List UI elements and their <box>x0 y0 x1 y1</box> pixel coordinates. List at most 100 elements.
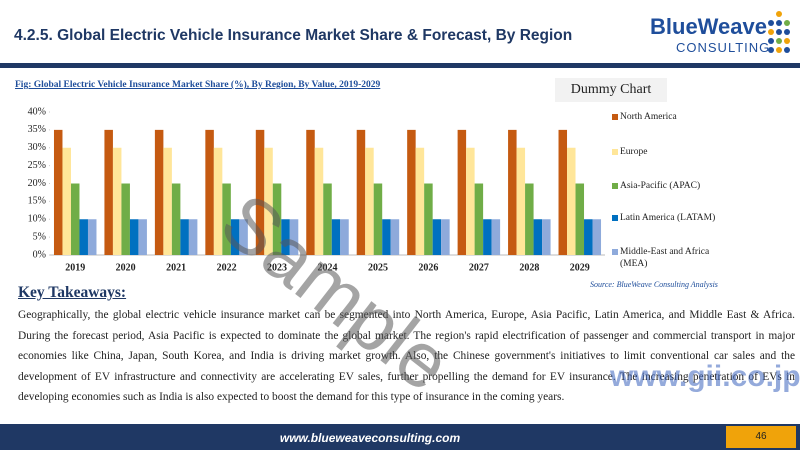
bar <box>466 147 475 255</box>
x-tick-label: 2025 <box>368 262 388 273</box>
legend-item: Middle-East and Africa (MEA) <box>612 246 720 270</box>
bar <box>575 183 585 255</box>
bar <box>62 147 71 255</box>
legend-label: Asia-Pacific (APAC) <box>620 181 701 191</box>
bar <box>230 219 240 255</box>
legend-label: Latin America (LATAM) <box>620 213 716 223</box>
bar <box>281 219 290 255</box>
footer-bar <box>0 424 800 450</box>
bar <box>491 219 501 255</box>
bar <box>53 129 63 255</box>
bar <box>104 129 113 255</box>
x-tick-label: 2026 <box>418 262 438 273</box>
x-tick-label: 2019 <box>65 262 85 273</box>
bar <box>592 219 602 255</box>
bar <box>289 219 299 255</box>
bar <box>323 183 332 255</box>
logo-name: BlueWeave <box>650 14 767 39</box>
page-number: 46 <box>726 426 796 448</box>
bar <box>138 219 147 255</box>
bar <box>331 219 341 255</box>
chart-source: Source: BlueWeave Consulting Analysis <box>590 280 718 289</box>
bar <box>239 219 248 255</box>
y-tick-label: 20% <box>28 178 46 189</box>
legend-swatch <box>612 215 618 221</box>
bar <box>70 183 80 255</box>
bar <box>516 147 526 255</box>
bar <box>457 129 467 255</box>
x-tick-label: 2028 <box>519 262 539 273</box>
bar <box>222 183 231 255</box>
watermark-site: www.gii.co.jp <box>610 360 800 393</box>
bar <box>213 147 223 255</box>
bar <box>154 129 164 255</box>
x-tick-label: 2020 <box>116 262 136 273</box>
legend-swatch <box>612 149 618 155</box>
bar <box>163 147 172 255</box>
header-rule <box>0 63 800 68</box>
x-tick-label: 2021 <box>166 262 186 273</box>
logo-sub: CONSULTING <box>676 40 771 55</box>
y-tick-label: 30% <box>28 142 46 153</box>
bar <box>558 129 568 255</box>
bar <box>340 219 349 255</box>
y-tick-label: 10% <box>28 214 46 225</box>
legend-label: Middle-East and Africa (MEA) <box>620 247 710 269</box>
bar <box>129 219 139 255</box>
bar <box>272 183 282 255</box>
legend-label: North America <box>620 112 677 122</box>
bar <box>567 147 576 255</box>
logo-dots <box>768 11 790 53</box>
bar <box>121 183 130 255</box>
footer-url: www.blueweaveconsulting.com <box>279 431 461 445</box>
bar <box>407 129 416 255</box>
bar <box>424 183 433 255</box>
bar <box>390 219 400 255</box>
bar <box>365 147 374 255</box>
bar <box>112 147 122 255</box>
bar <box>382 219 391 255</box>
bar <box>483 219 492 255</box>
legend-item: Latin America (LATAM) <box>612 212 720 224</box>
legend-label: Europe <box>620 147 648 157</box>
bar <box>171 183 181 255</box>
takeaways-text: Geographically, the global electric vehi… <box>18 309 795 403</box>
x-tick-label: 2024 <box>318 262 338 273</box>
bar <box>188 219 198 255</box>
bar <box>87 219 97 255</box>
bar <box>441 219 450 255</box>
y-tick-label: 35% <box>28 124 46 135</box>
bar <box>474 183 484 255</box>
slide-title: 4.2.5. Global Electric Vehicle Insurance… <box>14 27 573 44</box>
x-tick-label: 2022 <box>217 262 237 273</box>
bar <box>180 219 189 255</box>
bar <box>205 129 214 255</box>
y-tick-label: 5% <box>33 231 46 242</box>
bar <box>255 129 265 255</box>
bar <box>432 219 442 255</box>
x-tick-label: 2023 <box>267 262 287 273</box>
legend-item: Asia-Pacific (APAC) <box>612 180 720 192</box>
bar <box>415 147 425 255</box>
bar <box>533 219 543 255</box>
bar <box>508 129 517 255</box>
bar <box>79 219 88 255</box>
takeaways-heading: Key Takeaways: <box>18 284 127 301</box>
bar <box>525 183 534 255</box>
y-tick-label: 40% <box>28 106 46 117</box>
y-tick-label: 25% <box>28 160 46 171</box>
bar <box>306 129 315 255</box>
x-tick-label: 2027 <box>469 262 489 273</box>
legend-swatch <box>612 183 618 189</box>
figure-title: Fig: Global Electric Vehicle Insurance M… <box>15 80 381 90</box>
legend-item: Europe <box>612 146 720 158</box>
bar <box>264 147 273 255</box>
bar <box>584 219 593 255</box>
bar <box>314 147 324 255</box>
chart: 0% 5% 10% 15% 20% 25% 30% 35% 40% 2019 2020 2021 202… <box>28 106 605 273</box>
chart-label: Dummy Chart <box>555 78 667 102</box>
legend-swatch <box>612 114 618 120</box>
y-tick-label: 15% <box>28 196 46 207</box>
bar <box>373 183 383 255</box>
